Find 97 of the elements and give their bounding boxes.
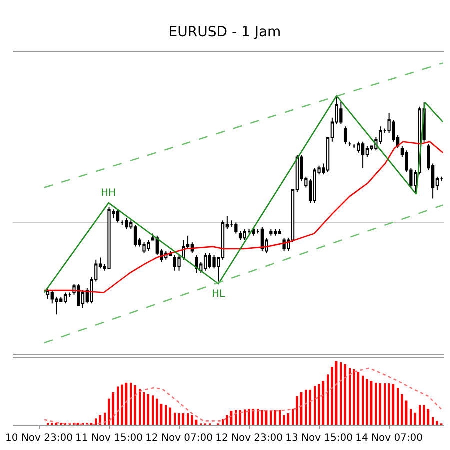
bar <box>156 398 158 425</box>
bar <box>95 418 98 425</box>
bar <box>401 394 404 425</box>
bar <box>257 409 259 425</box>
bar <box>191 415 194 425</box>
bar <box>353 370 356 425</box>
x-tick-label: 13 Nov 15:00 <box>286 433 353 444</box>
bar <box>392 384 395 425</box>
bar <box>287 414 290 425</box>
bar <box>117 386 119 425</box>
candlestick <box>278 228 282 234</box>
bar <box>165 405 168 425</box>
bar <box>283 415 286 425</box>
bar <box>322 380 325 425</box>
bar <box>340 362 342 425</box>
bar <box>178 414 180 425</box>
bar <box>134 385 136 425</box>
bar <box>195 420 198 425</box>
bar <box>436 421 438 425</box>
bar <box>423 405 426 425</box>
x-tick-label: 11 Nov 15:00 <box>76 433 143 444</box>
bar <box>309 390 312 425</box>
bar <box>370 380 373 425</box>
x-tick-label: 14 Nov 07:00 <box>356 433 424 444</box>
x-tick-label: 12 Nov 23:00 <box>216 433 283 444</box>
bar <box>169 408 172 425</box>
candlestick <box>64 292 68 304</box>
bar <box>419 405 421 425</box>
bar <box>239 410 242 425</box>
bar <box>414 412 416 425</box>
bar <box>143 392 146 425</box>
bar <box>222 419 224 425</box>
bar <box>279 410 281 425</box>
candlestick <box>68 292 72 298</box>
bar <box>344 364 346 425</box>
bar <box>125 382 128 425</box>
bar <box>397 388 399 425</box>
candlestick <box>344 126 348 145</box>
bar <box>274 410 276 425</box>
candlestick <box>238 231 242 241</box>
annotation: HL <box>212 289 226 300</box>
bar <box>226 415 228 425</box>
candlestick <box>116 209 120 224</box>
candlestick <box>414 170 418 195</box>
bar <box>349 368 351 425</box>
bar <box>187 414 189 425</box>
bar <box>182 414 185 425</box>
candlestick <box>142 242 146 254</box>
bar <box>270 410 272 425</box>
candlestick <box>243 228 246 241</box>
annotation: HH <box>101 188 116 199</box>
candlestick <box>178 255 181 272</box>
candlestick <box>348 141 352 147</box>
bar <box>432 417 434 425</box>
bar <box>292 409 294 425</box>
bar <box>379 384 382 425</box>
candlestick <box>46 288 50 300</box>
bar <box>327 374 329 425</box>
candlestick <box>204 252 208 272</box>
bar <box>314 386 316 425</box>
bar <box>244 410 246 425</box>
bar <box>147 394 150 425</box>
bar <box>152 396 154 425</box>
candlestick <box>274 228 278 236</box>
bar <box>108 398 110 425</box>
candlestick <box>125 218 128 230</box>
bar <box>139 389 141 425</box>
bar <box>366 379 368 425</box>
candlestick <box>270 228 273 236</box>
bar <box>357 372 360 425</box>
bar <box>174 412 176 425</box>
bar <box>384 384 386 425</box>
bar <box>410 409 412 425</box>
chart-title: EURUSD - 1 Jam <box>168 24 282 40</box>
bar <box>388 384 390 425</box>
bar <box>130 382 132 425</box>
candlestick <box>234 222 238 234</box>
x-tick-label: 12 Nov 07:00 <box>146 433 213 444</box>
candlestick <box>256 228 260 234</box>
bar <box>300 392 303 425</box>
candlestick <box>134 224 138 248</box>
bar <box>427 409 430 425</box>
bar <box>362 376 364 425</box>
candlestick <box>195 255 198 274</box>
bar <box>335 361 338 425</box>
candlestick <box>361 141 365 169</box>
bar <box>305 390 308 425</box>
bar <box>261 410 264 425</box>
bar <box>296 396 298 425</box>
x-tick-label: 10 Nov 23:00 <box>6 433 73 444</box>
bar <box>375 382 378 425</box>
bar <box>112 392 115 425</box>
candlestick <box>108 206 111 270</box>
bar <box>99 415 102 425</box>
bar <box>318 384 320 425</box>
bar <box>252 409 255 425</box>
bar <box>121 384 124 425</box>
